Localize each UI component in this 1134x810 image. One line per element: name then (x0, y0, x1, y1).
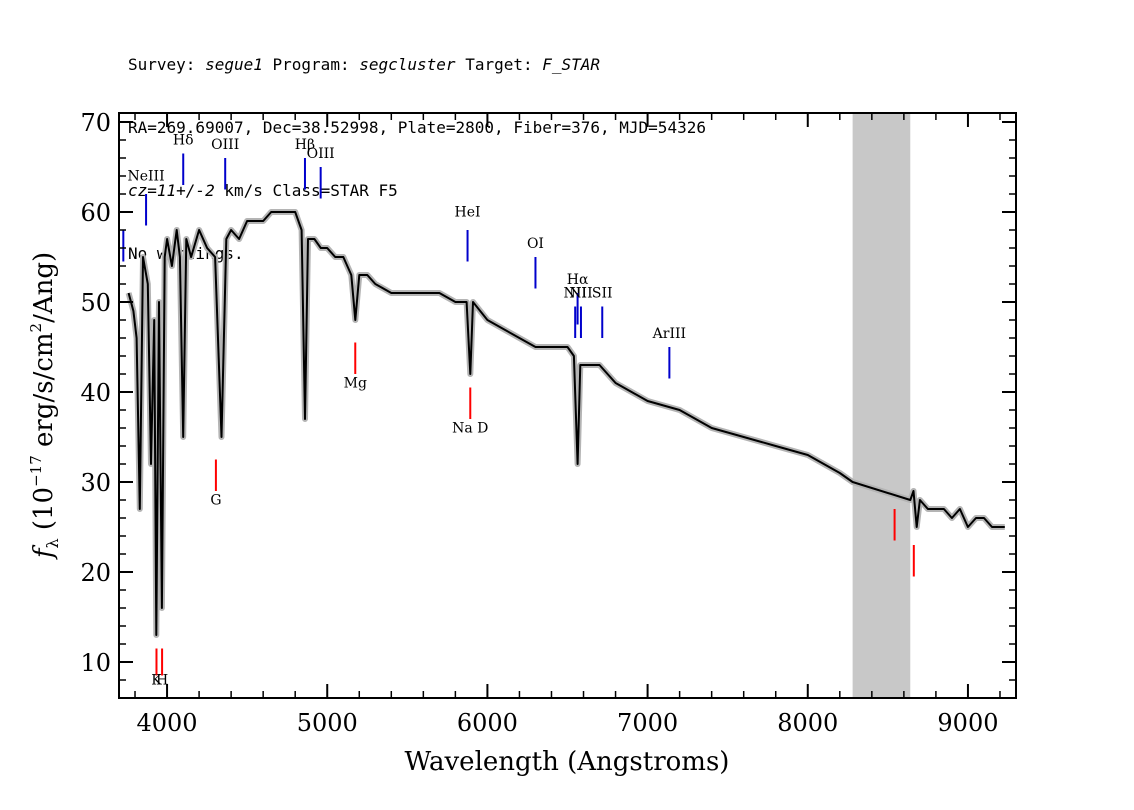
axes: 4000 5000 6000 7000 8000 9000 10 20 30 40 50 60 70 (80, 109, 1016, 737)
emission-line-label: NeIII (127, 169, 164, 185)
emission-line-label: OIII (211, 137, 239, 153)
y-label-end: /Ang) (29, 252, 59, 323)
emission-line-label: OIII (307, 146, 335, 162)
y-label-main: (10 (29, 487, 59, 539)
plot-frame (118, 112, 1017, 699)
y-axis-label: fλ (10−17 erg/s/cm2/Ang) (27, 252, 62, 560)
y-label-units-exp: 2 (27, 323, 45, 333)
y-tick-label: 40 (80, 379, 111, 407)
y-label-units: erg/s/cm (29, 332, 59, 455)
program-value: segcluster (359, 55, 456, 74)
x-tick-label: 4000 (137, 709, 198, 737)
masked-region (852, 113, 911, 698)
absorption-line-label: Na D (452, 421, 488, 437)
cz-value: cz=11+/-2 (128, 181, 215, 200)
absorption-line-label: H (156, 673, 168, 689)
y-tick-label: 50 (80, 289, 111, 317)
y-tick-label: 60 (80, 199, 111, 227)
emission-line-label: NII (569, 286, 592, 302)
emission-line-label: ArIII (652, 326, 686, 342)
absorption-line-label: G (210, 493, 221, 509)
target-value: F_STAR (542, 55, 601, 74)
y-label-exp: −17 (27, 455, 45, 487)
x-tick-label: 7000 (617, 709, 678, 737)
x-tick-label: 6000 (457, 709, 518, 737)
absorption-line-label: Mg (344, 376, 367, 392)
emission-line-label: Hα (567, 272, 589, 288)
emission-line-label: HeI (455, 205, 481, 221)
y-label-sub: λ (43, 538, 62, 548)
program-label: Program: (272, 55, 350, 74)
x-axis-label: Wavelength (Angstroms) (405, 747, 730, 777)
absorption-line-label: K (151, 673, 162, 689)
emission-line-label: OI (527, 236, 544, 252)
x-tick-label: 5000 (297, 709, 358, 737)
y-tick-label: 30 (80, 469, 111, 497)
x-tick-label: 8000 (777, 709, 838, 737)
emission-line-label: Hδ (173, 133, 194, 149)
y-tick-label: 20 (80, 559, 111, 587)
x-tick-label: 9000 (937, 709, 998, 737)
emission-line-label: Hβ (295, 137, 315, 153)
target-label: Target: (465, 55, 533, 74)
y-tick-label: 10 (80, 649, 111, 677)
header-line-coordinates: RA=269.69007, Dec=38.52998, Plate=2800, … (128, 118, 706, 137)
header-line-survey: Survey: segue1 Program: segcluster Targe… (128, 54, 706, 75)
emission-line-label: SII (592, 286, 613, 302)
emission-line-label: NII (564, 286, 587, 302)
flux-spectrum-line (127, 211, 1005, 636)
y-tick-label: 70 (80, 109, 111, 137)
survey-value: segue1 (205, 55, 263, 74)
survey-label: Survey: (128, 55, 196, 74)
